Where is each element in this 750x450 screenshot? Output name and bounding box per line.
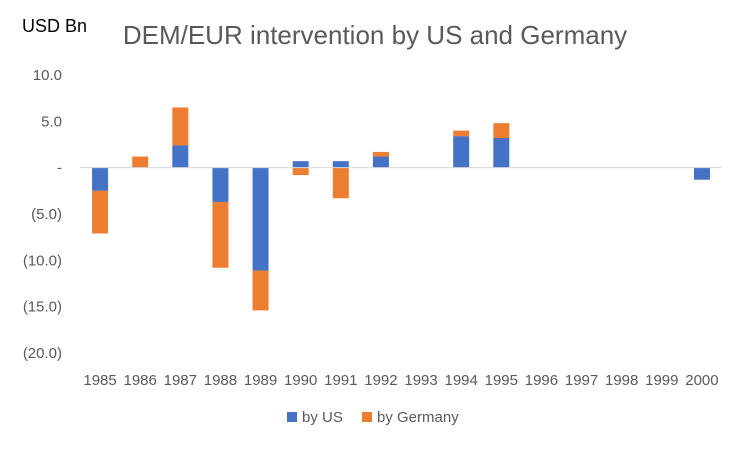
x-tick-label: 1993: [404, 372, 437, 389]
bar-us-1987: [172, 145, 189, 168]
x-tick-label: 1995: [485, 372, 518, 389]
y-tick-label: -: [57, 160, 62, 177]
x-tick-label: 1987: [164, 372, 197, 389]
x-tick-label: 1991: [324, 372, 357, 389]
bar-us-1989: [252, 167, 269, 271]
x-tick-label: 1988: [204, 372, 237, 389]
x-tick-label: 1990: [284, 372, 317, 389]
bar-us-1991: [332, 161, 349, 168]
x-tick-label: 1989: [244, 372, 277, 389]
x-tick-label: 1996: [525, 372, 558, 389]
bar-germany-1994: [453, 130, 470, 137]
bar-germany-1985: [92, 190, 109, 234]
x-tick-label: 1999: [645, 372, 678, 389]
x-tick-label: 1986: [124, 372, 157, 389]
bar-germany-1990: [292, 167, 309, 176]
plot-area: [80, 107, 722, 311]
y-tick-label: (10.0): [23, 252, 62, 269]
x-tick-label: 1994: [445, 372, 478, 389]
x-tick-label: 2000: [685, 372, 718, 389]
bar-us-1990: [292, 161, 309, 168]
x-tick-label: 1997: [565, 372, 598, 389]
bar-germany-1991: [332, 167, 349, 199]
chart-title: DEM/EUR intervention by US and Germany: [123, 20, 627, 50]
bar-us-1995: [493, 138, 510, 168]
legend-label-germany: by Germany: [377, 409, 459, 426]
legend-swatch-germany: [362, 412, 372, 422]
bar-germany-1986: [132, 156, 149, 168]
y-tick-label: 5.0: [41, 113, 62, 130]
legend-swatch-us: [287, 412, 297, 422]
x-tick-label: 1998: [605, 372, 638, 389]
unit-label: USD Bn: [22, 16, 87, 36]
x-tick-label: 1992: [364, 372, 397, 389]
bar-us-1992: [372, 156, 389, 168]
legend: by US by Germany: [287, 409, 459, 426]
x-tick-label: 1985: [83, 372, 116, 389]
bar-us-2000: [693, 167, 710, 180]
bar-germany-1987: [172, 107, 189, 146]
y-tick-label: 10.0: [33, 67, 62, 84]
x-axis: 1985 1986 1987 1988 1989 1990 1991 1992 1993 1994…: [83, 372, 718, 389]
legend-label-us: by US: [302, 409, 343, 426]
bar-germany-1989: [252, 270, 269, 311]
bar-germany-1992: [372, 151, 389, 157]
bar-us-1994: [453, 136, 470, 168]
bar-us-1985: [92, 167, 109, 191]
bar-germany-1988: [212, 201, 229, 268]
y-tick-label: (15.0): [23, 299, 62, 316]
y-tick-label: (20.0): [23, 345, 62, 362]
bar-germany-1995: [493, 123, 510, 139]
y-tick-label: (5.0): [31, 206, 62, 223]
y-axis: 10.0 5.0 - (5.0) (10.0) (15.0) (20.0): [23, 67, 62, 362]
bar-us-1988: [212, 167, 229, 202]
